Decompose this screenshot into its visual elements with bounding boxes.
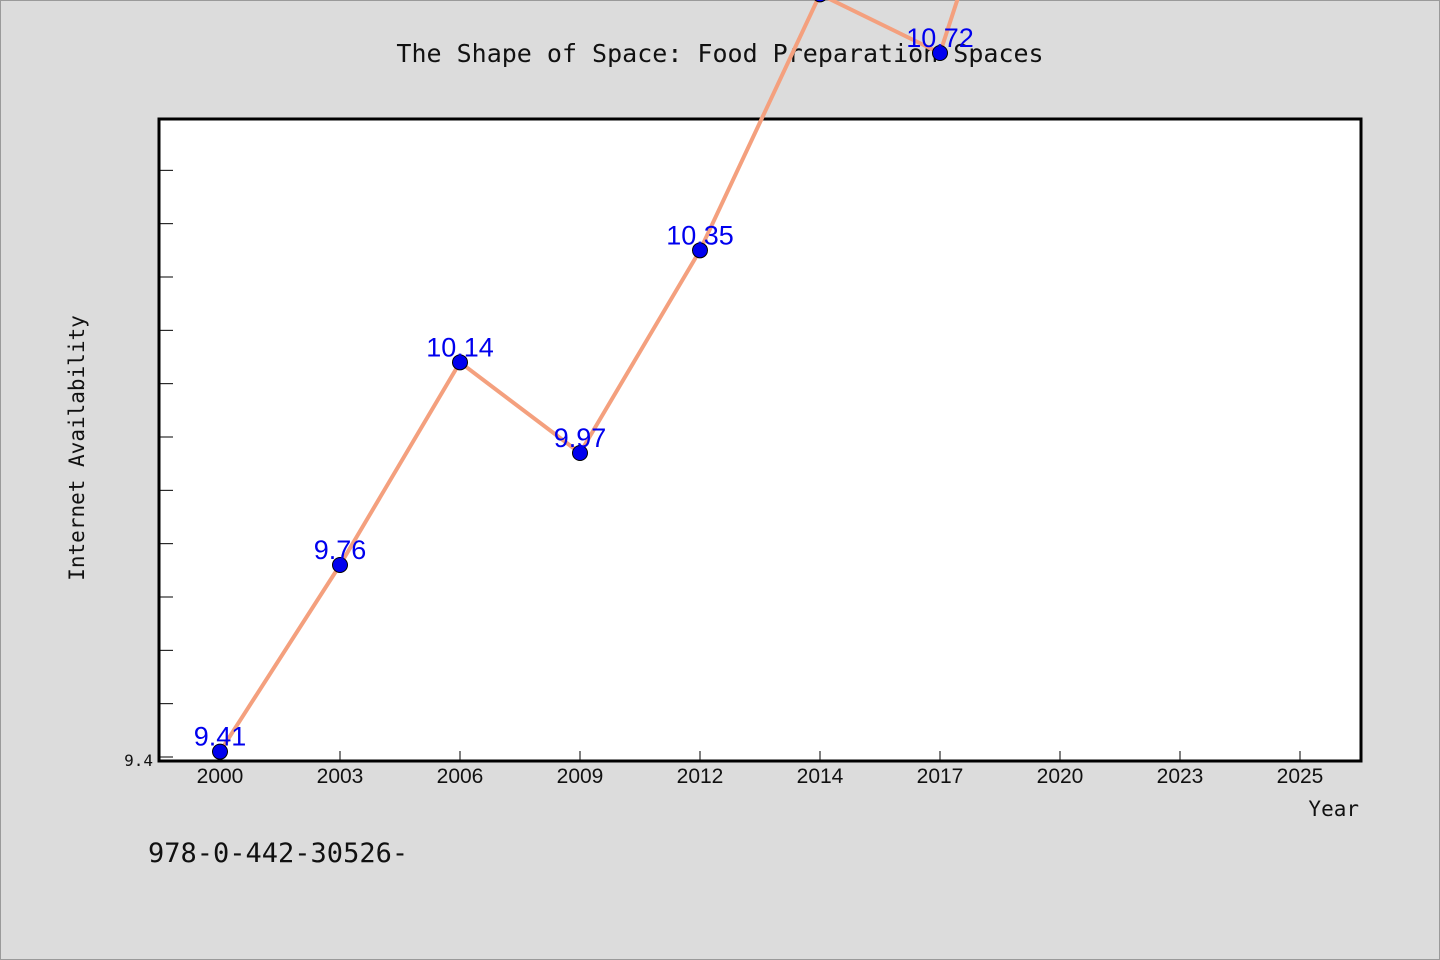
x-tick-label: 2023 — [1157, 765, 1204, 788]
series-line — [218, 0, 960, 753]
x-tick-label: 2025 — [1277, 765, 1324, 788]
x-tick-label: 2006 — [437, 765, 484, 788]
y-tick-label: 9.4 — [124, 751, 153, 770]
isbn-text: 978-0-442-30526- — [148, 838, 408, 869]
y-axis-ticks: 9.4 — [124, 169, 173, 770]
data-markers — [212, 0, 948, 760]
data-point — [572, 445, 588, 462]
series-line-group — [218, 0, 960, 753]
x-tick-label: 2014 — [797, 765, 844, 788]
data-point — [814, 0, 826, 3]
data-point — [452, 354, 468, 371]
plot-area — [157, 117, 1363, 763]
data-label: 9.76 — [314, 535, 367, 565]
data-labels: 9.419.7610.149.9710.3510.8310.7211.4111.… — [194, 23, 974, 752]
data-point — [692, 242, 708, 259]
data-label: 10.72 — [906, 23, 974, 53]
x-tick-label: 2020 — [1037, 765, 1084, 788]
data-point — [932, 45, 948, 62]
data-label: 10.14 — [426, 332, 494, 362]
x-tick-label: 2003 — [317, 765, 364, 788]
x-tick-label: 2009 — [557, 765, 604, 788]
y-axis-title: Internet Availability — [65, 315, 89, 581]
data-label: 9.41 — [194, 722, 247, 752]
x-tick-label: 2000 — [197, 765, 244, 788]
x-axis-ticks: 2000 2003 2006 2009 2012 2014 2017 2020 2023 2025 — [197, 751, 1324, 788]
data-label: 9.97 — [554, 423, 607, 453]
x-tick-label: 2017 — [917, 765, 964, 788]
data-point — [212, 743, 228, 760]
x-axis-title: Year — [1308, 797, 1359, 821]
x-tick-label: 2012 — [677, 765, 724, 788]
data-point — [332, 557, 348, 574]
data-label: 10.35 — [666, 220, 734, 250]
